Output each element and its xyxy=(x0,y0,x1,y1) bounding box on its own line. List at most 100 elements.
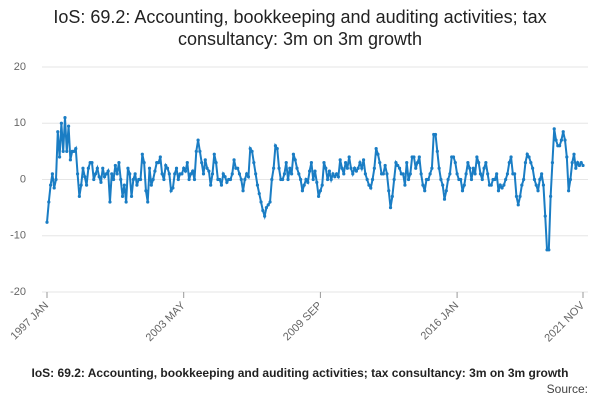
point xyxy=(245,172,249,176)
x-tick-label: 2016 JAN xyxy=(419,300,462,343)
point xyxy=(489,183,493,187)
point xyxy=(365,177,369,182)
point xyxy=(370,177,375,182)
point xyxy=(63,116,67,120)
point xyxy=(552,127,556,131)
point xyxy=(57,155,62,159)
point xyxy=(266,203,270,207)
point xyxy=(397,166,402,170)
point xyxy=(316,194,321,198)
point xyxy=(219,183,224,187)
x-tick-label: 2003 MAY xyxy=(144,299,189,344)
point xyxy=(462,183,466,187)
point xyxy=(210,172,215,176)
point xyxy=(86,166,90,170)
point xyxy=(254,172,258,176)
point xyxy=(248,146,252,151)
point xyxy=(54,177,58,182)
point xyxy=(293,158,297,162)
point xyxy=(358,161,362,165)
point xyxy=(97,175,101,179)
point xyxy=(469,177,474,182)
point xyxy=(52,186,56,190)
point xyxy=(401,172,405,176)
point xyxy=(129,194,134,198)
point xyxy=(381,172,385,176)
point xyxy=(48,183,53,187)
point xyxy=(47,200,51,204)
point xyxy=(478,172,483,176)
point xyxy=(543,214,547,218)
point xyxy=(90,161,94,165)
point xyxy=(477,161,481,165)
point xyxy=(315,180,319,184)
point xyxy=(223,175,227,179)
point xyxy=(144,189,148,193)
point xyxy=(160,172,164,176)
point xyxy=(187,177,191,182)
point xyxy=(423,189,427,193)
point xyxy=(153,169,157,173)
point xyxy=(363,172,367,176)
point xyxy=(345,166,349,170)
point xyxy=(403,183,407,187)
point xyxy=(522,177,526,182)
point xyxy=(324,166,328,170)
point xyxy=(214,161,218,165)
point xyxy=(236,166,240,170)
point xyxy=(576,161,580,165)
point xyxy=(561,130,565,134)
point xyxy=(237,172,242,176)
y-tick-label: 10 xyxy=(14,117,26,129)
point xyxy=(549,194,553,198)
point xyxy=(559,138,564,142)
point xyxy=(527,155,531,159)
point xyxy=(343,161,348,165)
point xyxy=(540,172,544,176)
point xyxy=(124,200,128,204)
point xyxy=(252,161,256,165)
point xyxy=(482,166,486,170)
point xyxy=(356,166,360,170)
point xyxy=(392,177,396,182)
point xyxy=(468,166,472,170)
point xyxy=(243,177,247,182)
point xyxy=(311,177,315,182)
point xyxy=(334,172,339,176)
point xyxy=(302,183,306,187)
point xyxy=(165,166,170,170)
point xyxy=(388,206,393,210)
point xyxy=(169,189,173,193)
point xyxy=(291,152,296,156)
point xyxy=(138,177,143,182)
point xyxy=(120,194,125,198)
point xyxy=(142,161,146,165)
point xyxy=(412,155,416,159)
point xyxy=(158,155,162,159)
point xyxy=(327,169,331,173)
point xyxy=(387,189,391,193)
point xyxy=(500,186,504,190)
point xyxy=(75,172,80,176)
point xyxy=(516,203,520,207)
point xyxy=(554,138,558,142)
point xyxy=(480,177,484,182)
point xyxy=(164,163,168,168)
point xyxy=(126,166,130,170)
point xyxy=(351,172,355,176)
point xyxy=(299,177,303,182)
point xyxy=(369,186,373,190)
x-tick-label: 1997 JAN xyxy=(9,300,52,343)
point xyxy=(309,161,314,165)
point xyxy=(322,161,326,165)
point xyxy=(531,166,535,170)
point xyxy=(182,166,186,170)
point xyxy=(532,177,537,182)
point xyxy=(180,172,184,176)
point xyxy=(464,172,468,176)
point xyxy=(250,149,254,153)
point xyxy=(92,177,96,182)
point xyxy=(444,189,448,193)
point xyxy=(448,172,452,176)
point xyxy=(336,175,340,179)
